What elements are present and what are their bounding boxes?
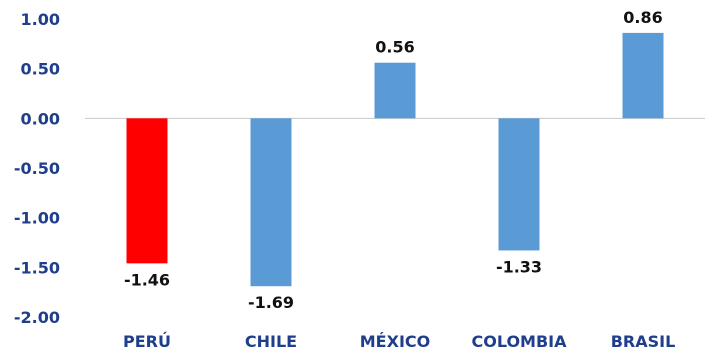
data-label: -1.69 [248, 293, 294, 312]
y-tick-label: 1.00 [21, 10, 60, 29]
data-label: 0.56 [375, 38, 414, 57]
data-label: -1.46 [124, 270, 170, 289]
y-tick-label: -1.50 [14, 258, 60, 277]
bar-4 [622, 32, 664, 119]
x-category-label: PERÚ [123, 332, 171, 351]
y-tick-label: 0.50 [21, 60, 60, 79]
x-category-label: MÉXICO [360, 332, 430, 351]
x-category-label: COLOMBIA [471, 332, 567, 351]
y-tick-label: -1.00 [14, 209, 60, 228]
bar-1 [250, 118, 292, 287]
data-label: -1.33 [496, 257, 542, 276]
data-label: 0.86 [623, 8, 662, 27]
x-category-label: BRASIL [611, 332, 676, 351]
y-tick-label: 0.00 [21, 109, 60, 128]
y-tick-label: -2.00 [14, 308, 60, 327]
bar-2 [374, 62, 416, 119]
x-category-label: CHILE [245, 332, 297, 351]
bar-0 [126, 118, 168, 264]
y-tick-label: -0.50 [14, 159, 60, 178]
bar-3 [498, 118, 540, 251]
